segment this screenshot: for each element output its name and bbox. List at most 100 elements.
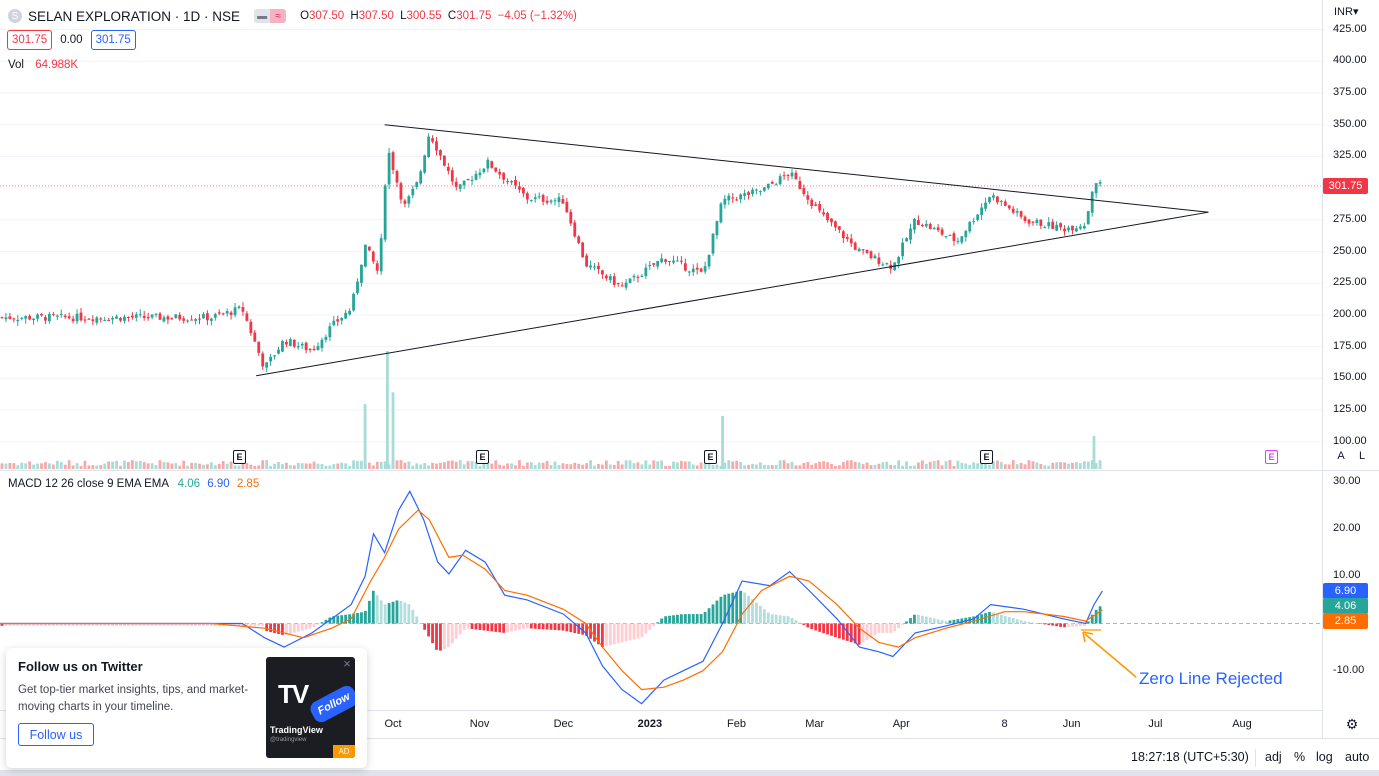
candle-body	[356, 281, 359, 293]
candle-body	[1082, 225, 1086, 229]
earnings-marker[interactable]: E	[233, 450, 246, 464]
volume-bar	[612, 464, 616, 469]
volume-bar	[213, 465, 217, 469]
macd-histogram-bar	[470, 623, 474, 629]
bars-toggle-icon[interactable]: ▬	[254, 9, 271, 23]
earnings-marker[interactable]: E	[476, 450, 489, 464]
volume-bar	[20, 462, 24, 469]
volume-bar	[719, 465, 723, 469]
volume-bar	[672, 461, 675, 469]
volume-bar	[794, 465, 798, 469]
chart-toggle[interactable]: ▬ ≈	[254, 9, 287, 23]
volume-bar	[375, 461, 379, 469]
macd-histogram-bar	[841, 623, 845, 640]
macd-histogram-bar	[336, 615, 340, 624]
candle-body	[162, 317, 166, 322]
candle-body	[466, 179, 470, 181]
volume-bar	[119, 465, 122, 469]
follow-us-button[interactable]: Follow us	[18, 723, 94, 746]
volume-bar	[683, 461, 687, 469]
volume-bar	[549, 464, 553, 469]
popup-ad-image[interactable]: TV Follow TradingView @tradingview AD	[266, 657, 355, 758]
buy-button[interactable]: 301.75	[90, 30, 136, 50]
earnings-marker-future[interactable]: E	[1265, 450, 1278, 464]
candle-body	[976, 214, 980, 220]
volume-bar	[814, 463, 818, 469]
volume-bar	[676, 462, 679, 469]
volume-bar	[111, 461, 114, 469]
currency-selector[interactable]: INR▾	[1334, 6, 1359, 18]
candle-body	[142, 315, 146, 318]
macd-histogram-bar	[723, 594, 727, 624]
candle-body	[537, 196, 541, 198]
macd-histogram-bar	[932, 618, 936, 624]
volume-bar	[174, 463, 178, 469]
earnings-marker[interactable]: E	[704, 450, 717, 464]
adj-toggle[interactable]: adj	[1265, 750, 1282, 764]
candle-body	[964, 231, 968, 238]
settings-gear-icon[interactable]: ⚙	[1345, 715, 1359, 732]
percent-toggle[interactable]: %	[1294, 750, 1306, 764]
candle-body	[885, 263, 889, 265]
volume-bar	[150, 463, 154, 469]
macd-histogram-bar	[75, 623, 79, 626]
macd-histogram-bar	[628, 623, 632, 641]
volume-bar	[24, 463, 28, 469]
candle-body	[4, 317, 8, 320]
twitter-follow-popup: Follow us on Twitter Get top-tier market…	[6, 648, 367, 768]
symbol-title[interactable]: SELAN EXPLORATION · 1D · NSE	[28, 8, 241, 24]
trendlines[interactable]	[256, 124, 1209, 377]
candle-body	[281, 341, 284, 352]
macd-histogram-bar	[747, 595, 750, 624]
volume-bar	[518, 460, 521, 469]
volume-bar	[1047, 465, 1051, 469]
macd-histogram-bar	[652, 623, 656, 627]
candle-body	[597, 265, 600, 270]
macd-histogram-bar	[830, 623, 833, 636]
macd-histogram-bar	[51, 623, 55, 626]
candle-body	[794, 172, 798, 180]
volume-bar	[865, 462, 869, 469]
auto-toggle[interactable]: auto	[1345, 750, 1370, 764]
volume-bar	[751, 463, 754, 469]
wave-toggle-icon[interactable]: ≈	[270, 9, 287, 23]
auto-scale-button[interactable]: A	[1332, 448, 1350, 464]
macd-histogram-bar	[683, 614, 687, 624]
log-scale-button[interactable]: L	[1353, 448, 1371, 464]
candle-body	[269, 356, 272, 362]
earnings-marker[interactable]: E	[980, 450, 993, 464]
volume-bar	[308, 463, 312, 469]
macd-histogram-bar	[1098, 606, 1102, 624]
volume-bar	[1003, 464, 1007, 469]
volume-bar	[601, 464, 604, 469]
candle-body	[371, 251, 375, 262]
close-icon[interactable]: ×	[343, 655, 351, 671]
spread-value: 0.00	[60, 34, 83, 46]
volume-bar	[182, 460, 186, 469]
candle-body	[668, 261, 671, 263]
volume-bar	[924, 463, 928, 469]
macd-histogram-bar	[115, 623, 118, 626]
macd-legend[interactable]: MACD 12 26 close 9 EMA EMA 4.06 6.90 2.8…	[8, 478, 259, 490]
candle-body	[814, 204, 818, 206]
log-toggle[interactable]: log	[1316, 750, 1333, 764]
time-axis-tick: Jul	[1148, 718, 1163, 730]
candle-body	[63, 315, 67, 318]
clock-timezone[interactable]: 18:27:18 (UTC+5:30)	[1131, 750, 1249, 764]
macd-histogram-bar	[893, 623, 897, 632]
volume-legend[interactable]: Vol 64.988K	[8, 59, 78, 71]
candle-body	[277, 349, 280, 354]
macd-histogram-bar	[739, 590, 743, 624]
candle-body	[403, 200, 407, 204]
volume-bar	[952, 465, 956, 469]
zero-line-annotation[interactable]: Zero Line Rejected	[1139, 669, 1283, 688]
volume-bar	[593, 465, 596, 469]
volume-bar	[597, 463, 600, 469]
volume-bar	[427, 465, 430, 469]
macd-histogram-bar	[435, 623, 438, 650]
candle-body	[439, 150, 442, 156]
candle-body	[178, 314, 182, 320]
macd-histogram-bar	[790, 617, 794, 624]
sell-button[interactable]: 301.75	[7, 30, 53, 50]
